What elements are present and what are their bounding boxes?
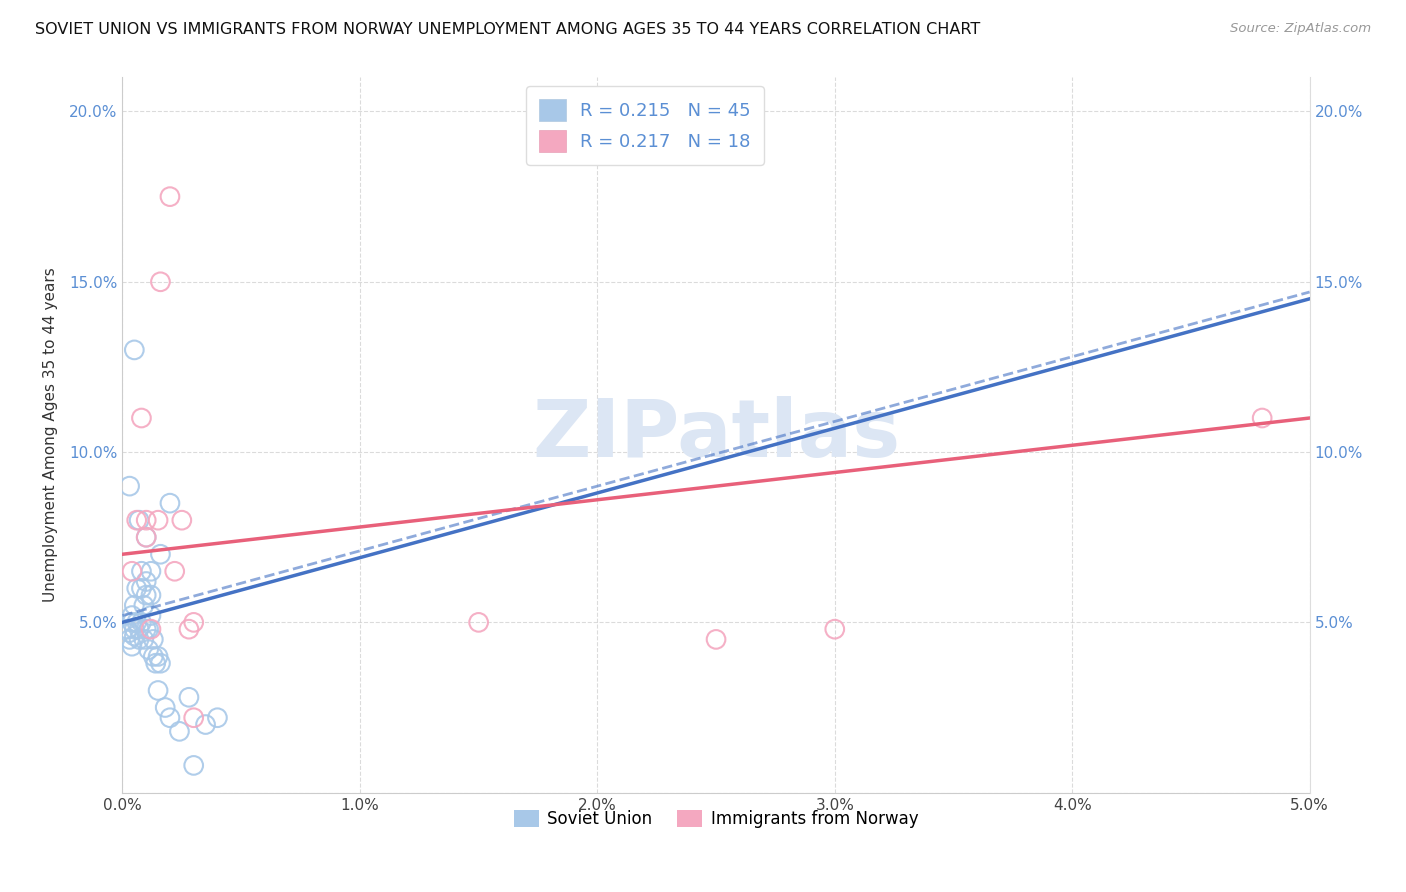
Point xyxy=(149,657,172,671)
Point xyxy=(121,639,143,653)
Point xyxy=(139,588,162,602)
Point xyxy=(118,632,141,647)
Point xyxy=(183,615,205,630)
Point xyxy=(135,588,157,602)
Point xyxy=(121,608,143,623)
Point xyxy=(124,343,146,357)
Point xyxy=(159,711,181,725)
Point xyxy=(125,615,148,630)
Point xyxy=(125,582,148,596)
Point xyxy=(169,724,191,739)
Point xyxy=(121,564,143,578)
Point xyxy=(124,629,146,643)
Point xyxy=(131,564,153,578)
Point xyxy=(124,622,146,636)
Point xyxy=(1251,411,1274,425)
Point xyxy=(139,622,162,636)
Point xyxy=(146,683,169,698)
Point xyxy=(124,599,146,613)
Point xyxy=(145,657,167,671)
Point xyxy=(159,189,181,203)
Point xyxy=(142,649,165,664)
Point xyxy=(132,632,155,647)
Point xyxy=(207,711,229,725)
Legend: Soviet Union, Immigrants from Norway: Soviet Union, Immigrants from Norway xyxy=(508,803,925,834)
Point xyxy=(149,547,172,561)
Point xyxy=(159,496,181,510)
Point xyxy=(139,608,162,623)
Point xyxy=(194,717,217,731)
Point xyxy=(135,513,157,527)
Point xyxy=(155,700,177,714)
Point xyxy=(131,411,153,425)
Point xyxy=(132,599,155,613)
Point xyxy=(467,615,489,630)
Point xyxy=(183,711,205,725)
Point xyxy=(142,632,165,647)
Point xyxy=(121,615,143,630)
Text: SOVIET UNION VS IMMIGRANTS FROM NORWAY UNEMPLOYMENT AMONG AGES 35 TO 44 YEARS CO: SOVIET UNION VS IMMIGRANTS FROM NORWAY U… xyxy=(35,22,980,37)
Point xyxy=(125,513,148,527)
Point xyxy=(128,513,150,527)
Point xyxy=(135,574,157,589)
Point xyxy=(118,625,141,640)
Point xyxy=(128,632,150,647)
Point xyxy=(704,632,727,647)
Point xyxy=(135,622,157,636)
Y-axis label: Unemployment Among Ages 35 to 44 years: Unemployment Among Ages 35 to 44 years xyxy=(44,268,58,602)
Point xyxy=(131,582,153,596)
Point xyxy=(177,622,200,636)
Point xyxy=(146,513,169,527)
Point xyxy=(163,564,186,578)
Point xyxy=(138,642,160,657)
Text: ZIPatlas: ZIPatlas xyxy=(531,396,900,474)
Point xyxy=(824,622,846,636)
Point xyxy=(115,622,138,636)
Point xyxy=(183,758,205,772)
Point xyxy=(139,564,162,578)
Point xyxy=(118,479,141,493)
Point xyxy=(138,622,160,636)
Point xyxy=(146,649,169,664)
Point xyxy=(170,513,193,527)
Point xyxy=(177,690,200,705)
Point xyxy=(149,275,172,289)
Text: Source: ZipAtlas.com: Source: ZipAtlas.com xyxy=(1230,22,1371,36)
Point xyxy=(135,530,157,544)
Point xyxy=(135,530,157,544)
Point xyxy=(131,615,153,630)
Point xyxy=(128,622,150,636)
